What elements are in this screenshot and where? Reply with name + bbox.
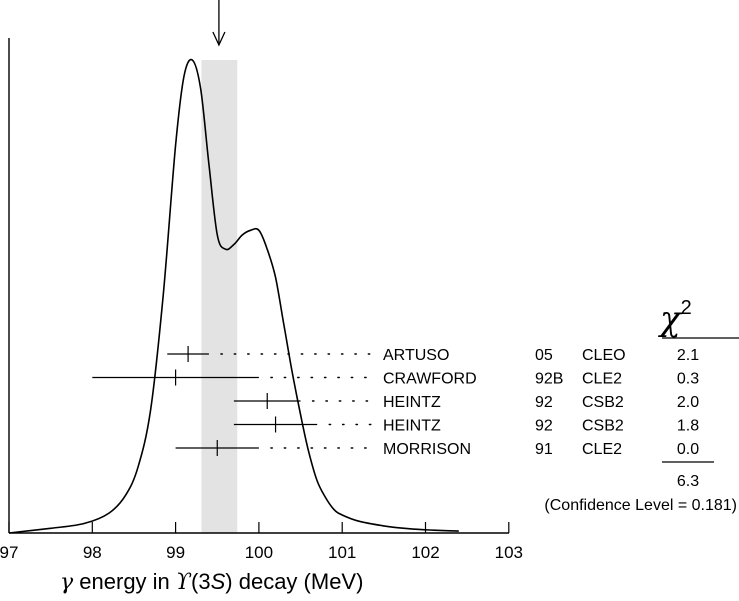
measurement-chi2: 0.3 xyxy=(677,371,699,388)
measurement-experiment: CSB2 xyxy=(582,418,624,435)
measurement-year: 92B xyxy=(535,371,563,388)
confidence-level: (Confidence Level = 0.181) xyxy=(544,497,737,514)
average-band xyxy=(201,60,238,533)
chi2-header: χ2 xyxy=(658,297,692,339)
measurement-author: HEINTZ xyxy=(383,394,441,411)
measurements: ARTUSO 05 CLEO 2.1 CRAWFORD 92B CLE2 0.3 HEINTZ 9… xyxy=(92,346,699,458)
x-label-pre: energy in xyxy=(79,569,170,594)
measurement-chi2: 0.0 xyxy=(677,441,699,458)
chi2-superscript: 2 xyxy=(681,297,692,319)
x-tick-label: 100 xyxy=(245,543,273,562)
chi2-total: 6.3 xyxy=(677,473,699,490)
x-tick-label: 101 xyxy=(328,543,356,562)
x-tick-label: 98 xyxy=(83,543,102,562)
measurement-author: MORRISON xyxy=(383,441,471,458)
x-label-state: (3 xyxy=(191,569,211,594)
measurement-year: 92 xyxy=(535,418,553,435)
measurement-chi2: 2.1 xyxy=(677,347,699,364)
chi2-symbol: χ xyxy=(658,299,683,339)
arrow-head xyxy=(212,31,226,47)
measurement-experiment: CLEO xyxy=(582,347,626,364)
x-axis-label: γ energy in ϒ(3S) decay (MeV) xyxy=(60,569,363,595)
measurement-year: 05 xyxy=(535,347,553,364)
measurement-year: 92 xyxy=(535,394,553,411)
measurement-experiment: CLE2 xyxy=(582,371,622,388)
x-tick-label: 102 xyxy=(411,543,439,562)
measurement-author: ARTUSO xyxy=(383,347,449,364)
measurement-author: CRAWFORD xyxy=(383,371,477,388)
measurement-chi2: 1.8 xyxy=(677,418,699,435)
measurement-chi2: 2.0 xyxy=(677,394,699,411)
measurement-author: HEINTZ xyxy=(383,418,441,435)
measurement-experiment: CSB2 xyxy=(582,394,624,411)
x-tick-label: 103 xyxy=(495,543,523,562)
x-tick-label: 97 xyxy=(0,543,18,562)
x-label-post: ) decay (MeV) xyxy=(225,569,363,594)
measurement-experiment: CLE2 xyxy=(582,441,622,458)
x-tick-label: 99 xyxy=(166,543,185,562)
gamma-symbol: γ xyxy=(60,570,74,595)
x-ticks: 97 98 99 100 101 102 103 xyxy=(0,522,523,562)
measurement-year: 91 xyxy=(535,441,553,458)
upsilon-symbol: ϒ xyxy=(176,570,192,595)
ideogram-curve xyxy=(8,58,459,534)
x-label-s: S xyxy=(211,569,226,594)
average-arrow xyxy=(212,0,226,47)
